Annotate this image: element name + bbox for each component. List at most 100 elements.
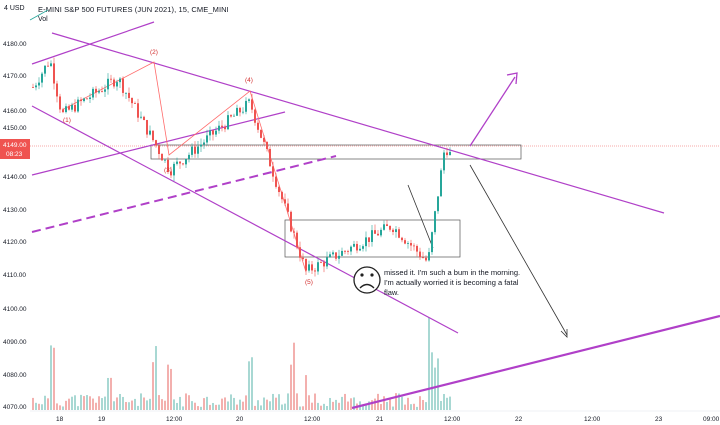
candle-body — [254, 109, 256, 123]
candle-body — [101, 91, 103, 92]
candle-body — [236, 107, 238, 116]
volume-bar — [200, 406, 202, 410]
volume-bar — [170, 368, 172, 410]
volume-bar — [320, 405, 322, 410]
volume-bar — [263, 397, 265, 410]
volume-bar — [386, 401, 388, 410]
volume-bar — [68, 398, 70, 410]
volume-bar — [257, 400, 259, 410]
candle-body — [41, 73, 43, 83]
candle-body — [311, 264, 313, 271]
arrowhead-up — [506, 72, 518, 85]
candle-body — [413, 245, 415, 247]
volume-bar — [206, 396, 208, 410]
candle-body — [401, 237, 403, 241]
candle-body — [125, 92, 127, 94]
volume-bar — [44, 395, 46, 410]
trendline-bottom — [351, 314, 720, 410]
candle-body — [443, 152, 445, 171]
volume-bar — [410, 404, 412, 410]
candle-body — [329, 254, 331, 258]
candle-body — [410, 243, 412, 246]
volume-bar — [41, 404, 43, 410]
candle-body — [341, 250, 343, 256]
volume-label: Vol — [38, 16, 48, 23]
candle-body — [239, 107, 241, 113]
time-tick: 09:00 — [703, 416, 720, 423]
volume-bar — [362, 405, 364, 410]
volume-bar — [380, 404, 382, 410]
candle-body — [293, 231, 295, 233]
candle-body — [179, 161, 181, 164]
candle-body — [86, 98, 88, 100]
candle-body — [380, 229, 382, 236]
candle-body — [71, 104, 73, 110]
annotation-line-1: missed it. I'm such a bum in the morning… — [384, 268, 520, 277]
volume-bar — [185, 393, 187, 410]
candle-body — [170, 171, 172, 176]
volume-bar — [140, 393, 142, 410]
volume-bar — [419, 396, 421, 410]
candle-body — [335, 252, 337, 259]
chart-title: E-MINI S&P 500 FUTURES (JUN 2021), 15, C… — [38, 5, 229, 14]
volume-bar — [428, 317, 430, 410]
candle-body — [95, 88, 97, 93]
candle-body — [107, 78, 109, 90]
time-tick: 20 — [236, 416, 244, 423]
volume-bar — [314, 393, 316, 410]
volume-bar — [440, 400, 442, 410]
wave-label-5: (5) — [305, 279, 313, 286]
candle-body — [398, 229, 400, 238]
candle-body — [302, 257, 304, 260]
volume-bar — [203, 398, 205, 410]
volume-bar — [371, 400, 373, 410]
price-tick: 4180.00 — [3, 41, 27, 48]
volume-bar — [449, 396, 451, 410]
volume-bar — [56, 403, 58, 410]
candle-body — [116, 82, 118, 87]
candle-body — [326, 257, 328, 267]
volume-bar — [317, 402, 319, 410]
candle-body — [248, 99, 250, 101]
candle-body — [32, 87, 34, 88]
volume-bar — [260, 405, 262, 410]
price-tick: 4100.00 — [3, 306, 27, 313]
candle-body — [74, 104, 76, 112]
volume-bar — [98, 396, 100, 410]
volume-bar — [329, 397, 331, 410]
volume-bar — [299, 406, 301, 410]
candle-body — [416, 245, 418, 252]
volume-bar — [32, 397, 34, 410]
volume-bar — [383, 396, 385, 410]
trendline-top-left — [31, 21, 155, 65]
candle-body — [158, 145, 160, 155]
candle-body — [134, 103, 136, 104]
candle-body — [89, 97, 91, 99]
volume-bar — [254, 405, 256, 410]
volume-bar — [227, 401, 229, 410]
volume-bar — [269, 401, 271, 410]
candle-body — [281, 192, 283, 200]
price-tick: 4150.00 — [3, 125, 27, 132]
volume-bar — [239, 399, 241, 410]
time-tick: 19 — [98, 416, 106, 423]
candle-body — [314, 270, 316, 272]
candle-body — [431, 232, 433, 253]
candle-body — [320, 262, 322, 264]
candle-body — [197, 146, 199, 154]
candle-body — [323, 262, 325, 267]
candle-body — [332, 252, 334, 255]
volume-bar — [197, 406, 199, 410]
volume-bar — [125, 402, 127, 410]
candle-body — [356, 243, 358, 251]
volume-bar — [182, 406, 184, 410]
candle-body — [386, 224, 388, 226]
candle-body — [374, 230, 376, 234]
volume-bar — [242, 401, 244, 410]
candle-body — [203, 142, 205, 145]
volume-bar — [338, 402, 340, 410]
candle-body — [188, 154, 190, 160]
candle-body — [83, 98, 85, 102]
candle-body — [365, 237, 367, 247]
